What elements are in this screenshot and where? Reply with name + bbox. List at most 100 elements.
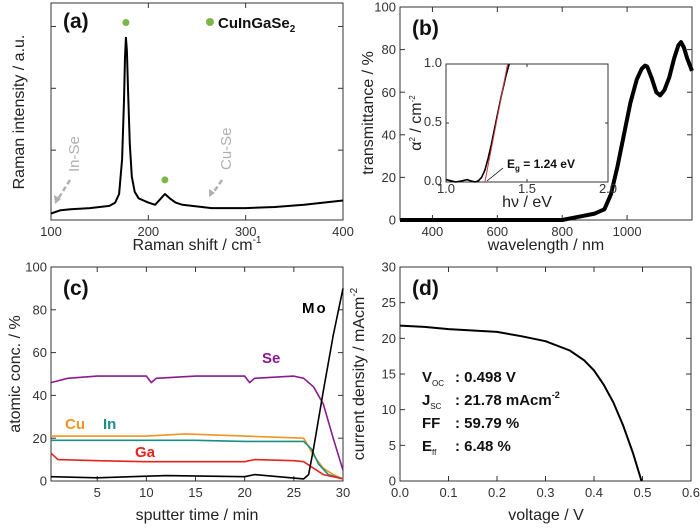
parameter-name: J xyxy=(422,392,430,409)
legend-label-sub: 2 xyxy=(290,24,296,35)
x-tick-label: 15 xyxy=(188,485,202,500)
y-axis-label-sup: -2 xyxy=(349,287,360,296)
text-span: E xyxy=(507,157,515,171)
parameter-sub: OC xyxy=(432,379,444,388)
parameter-value: : 59.79 % xyxy=(455,415,519,432)
parameter-value-sup: -2 xyxy=(552,390,560,400)
text-span: wavelength / nm xyxy=(487,237,605,254)
y-tick-label: 30 xyxy=(382,260,396,275)
y-axis-label: current density / mAcm-2 xyxy=(349,287,368,460)
text-span: atomic conc. / % xyxy=(7,315,24,432)
text-span: sputter time / min xyxy=(136,507,259,524)
text-span: Raman intensity / a.u. xyxy=(11,35,28,190)
series-label-mo: Mo xyxy=(302,300,328,317)
x-axis-label: sputter time / min xyxy=(136,507,259,524)
parameter-value-text: : 21.78 mAcm xyxy=(455,392,552,409)
parameter-name: V xyxy=(422,369,432,386)
series-line-se xyxy=(50,375,344,471)
inset-tauc-plot: 1.0 1.5 2.0 0.0 0.5 1.0 hν / eV α2 / cm-2 Eg = 1… xyxy=(408,55,617,211)
y-tick-label: 0 xyxy=(389,213,396,228)
plot-frame xyxy=(50,266,344,482)
panel-a: 100 200 300 400 (a) Raman shift / cm-1 Raman i… xyxy=(11,2,354,254)
y-tick-label: 0.0 xyxy=(424,173,442,188)
x-tick-label: 25 xyxy=(287,485,301,500)
y-tick-label: 0.5 xyxy=(424,114,442,129)
series-line-ga xyxy=(50,452,344,480)
text-span: voltage / V xyxy=(508,507,584,524)
y-tick-label: 100 xyxy=(25,260,47,275)
text-span: = 1.24 eV xyxy=(520,157,575,171)
text-span: α xyxy=(408,142,425,151)
x-tick-label: 800 xyxy=(551,224,573,239)
in-se-arrowhead xyxy=(54,195,61,204)
x-tick-label: 20 xyxy=(237,485,251,500)
x-tick-label: 0.1 xyxy=(439,485,457,500)
y-tick-label: 20 xyxy=(33,431,47,446)
cell-parameter: Eff xyxy=(422,438,437,457)
x-axis-label: wavelength / nm xyxy=(487,237,605,254)
x-tick-label: 100 xyxy=(40,224,62,239)
text-span: transmittance / % xyxy=(360,51,377,175)
text-span: CuInGaSe xyxy=(218,15,290,32)
x-tick-label: 0.4 xyxy=(585,485,603,500)
series-line-mo xyxy=(50,288,344,480)
parameter-value: : 6.48 % xyxy=(455,438,511,455)
y-axis-label: atomic conc. / % xyxy=(7,315,24,432)
x-tick-label: 0.2 xyxy=(488,485,506,500)
cu-se-label: Cu-Se xyxy=(218,127,235,170)
x-tick-label: 0.6 xyxy=(682,485,700,500)
inset-y-axis-label: α2 / cm-2 xyxy=(408,95,425,151)
cu-se-arrow xyxy=(211,179,224,194)
y-tick-label: 5 xyxy=(389,438,396,453)
inset-x-axis-label: hν / eV xyxy=(502,194,552,211)
y-tick-label: 0 xyxy=(40,474,47,489)
peak-marker xyxy=(161,176,169,184)
inset-background xyxy=(446,64,608,182)
y-tick-label: 0 xyxy=(389,474,396,489)
x-tick-label: 600 xyxy=(486,224,508,239)
panel-label: (d) xyxy=(412,277,439,300)
y-tick-label: 1.0 xyxy=(424,55,442,70)
x-tick-label: 1.0 xyxy=(437,181,455,196)
x-tick-label: 2.0 xyxy=(599,181,617,196)
eg-pointer xyxy=(486,167,504,182)
x-axis-label-sup: -1 xyxy=(253,235,262,246)
text-span: -2 xyxy=(408,95,417,103)
y-tick-label: 80 xyxy=(382,42,396,57)
parameter-sub: ff xyxy=(432,448,437,457)
series-line xyxy=(399,324,643,482)
x-axis-label: Raman shift / cm-1 xyxy=(133,235,262,254)
y-tick-label: 10 xyxy=(382,402,396,417)
y-tick-label: 20 xyxy=(382,170,396,185)
x-tick-label: 30 xyxy=(336,485,350,500)
plot-frame xyxy=(50,2,344,221)
x-tick-label: 0.0 xyxy=(391,485,409,500)
x-tick-label: 400 xyxy=(422,224,444,239)
x-tick-label: 200 xyxy=(137,224,159,239)
y-axis-label: transmittance / % xyxy=(360,51,377,175)
legend-marker xyxy=(206,18,214,26)
parameter-value-text: : 0.498 V xyxy=(455,369,516,386)
panel-d: 0.0 0.1 0.2 0.3 0.4 0.5 0.6 0 5 10 15 20 25 30 (d) volt… xyxy=(349,260,700,524)
panel-c: 5 10 15 20 25 30 0 20 40 60 80 100 (c) sputter time /… xyxy=(7,260,350,524)
x-tick-label: 0.3 xyxy=(536,485,554,500)
x-tick-label: 400 xyxy=(332,224,354,239)
cell-parameter: JSC xyxy=(422,392,442,411)
x-tick-label: 1000 xyxy=(613,224,642,239)
panel-label: (b) xyxy=(412,17,439,40)
panel-b: 400 600 800 1000 0 20 40 60 80 100 (b) wavelength /… xyxy=(360,0,694,254)
x-tick-label: 300 xyxy=(235,224,257,239)
x-tick-label: 5 xyxy=(94,485,101,500)
panel-label: (c) xyxy=(63,277,89,300)
text-span: 2 xyxy=(408,137,417,142)
plot-frame xyxy=(399,266,692,482)
text-span: g xyxy=(515,164,520,173)
parameter-name: FF xyxy=(422,415,440,432)
series-line-in xyxy=(51,439,344,480)
series-label-se: Se xyxy=(262,350,280,367)
series-line xyxy=(50,36,344,215)
panel-label: (a) xyxy=(63,10,89,33)
y-tick-label: 20 xyxy=(382,331,396,346)
in-se-arrow xyxy=(56,179,72,200)
